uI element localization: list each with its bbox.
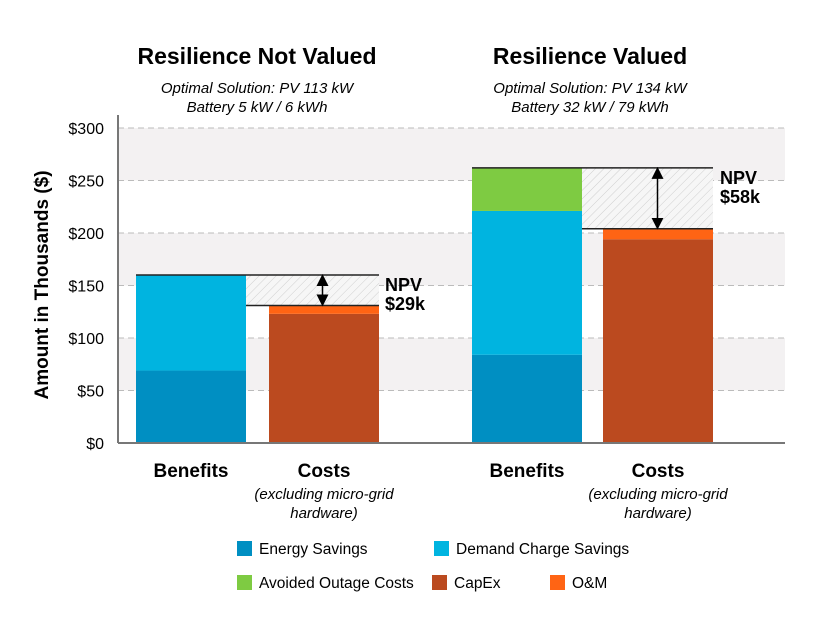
panel-title: Resilience Valued (493, 43, 687, 69)
npv-value: $29k (385, 294, 426, 314)
legend-swatch (237, 541, 252, 556)
legend-label: O&M (572, 575, 607, 592)
bar-segment-demand-charge-savings (472, 210, 582, 355)
npv-value: $58k (720, 187, 761, 207)
legend-swatch (237, 575, 252, 590)
legend-swatch (550, 575, 565, 590)
y-tick-label: $100 (68, 331, 104, 348)
bar-segment-capex (269, 313, 379, 443)
bar-segment-energy-savings (472, 354, 582, 443)
npv-hatch-area (246, 275, 379, 306)
npv-label: NPV (385, 275, 422, 295)
panel-title: Resilience Not Valued (137, 43, 376, 69)
bar-segment-demand-charge-savings (136, 275, 246, 371)
bar-segment-o-m (603, 228, 713, 240)
y-tick-label: $250 (68, 174, 104, 191)
y-tick-label: $200 (68, 226, 104, 243)
category-label: Costs (632, 461, 685, 482)
category-label: Benefits (490, 461, 565, 482)
y-axis-label: Amount in Thousands ($) (32, 170, 53, 399)
panel-subtitle: Optimal Solution: PV 134 kW (493, 80, 688, 97)
legend-label: Avoided Outage Costs (259, 575, 414, 592)
category-note: (excluding micro-grid hardware) (254, 486, 394, 522)
bar-segment-capex (603, 239, 713, 443)
category-note: (excluding micro-grid hardware) (588, 486, 728, 522)
panel-subtitle: Battery 5 kW / 6 kWh (187, 99, 328, 116)
y-tick-label: $0 (86, 436, 104, 453)
npv-hatch-area (582, 167, 713, 229)
legend-label: Demand Charge Savings (456, 541, 629, 558)
legend-label: Energy Savings (259, 541, 368, 558)
y-tick-label: $300 (68, 121, 104, 138)
legend-swatch (434, 541, 449, 556)
bar-segment-avoided-outage-costs (472, 167, 582, 211)
panel-subtitle: Optimal Solution: PV 113 kW (161, 80, 355, 97)
legend-label: CapEx (454, 575, 501, 592)
category-label: Costs (298, 461, 351, 482)
y-tick-label: $150 (68, 279, 104, 296)
panel-subtitle: Battery 32 kW / 79 kWh (511, 99, 669, 116)
npv-label: NPV (720, 168, 757, 188)
y-tick-label: $50 (77, 384, 104, 401)
legend-swatch (432, 575, 447, 590)
bar-segment-energy-savings (136, 370, 246, 443)
category-label: Benefits (154, 461, 229, 482)
bar-segment-o-m (269, 305, 379, 314)
